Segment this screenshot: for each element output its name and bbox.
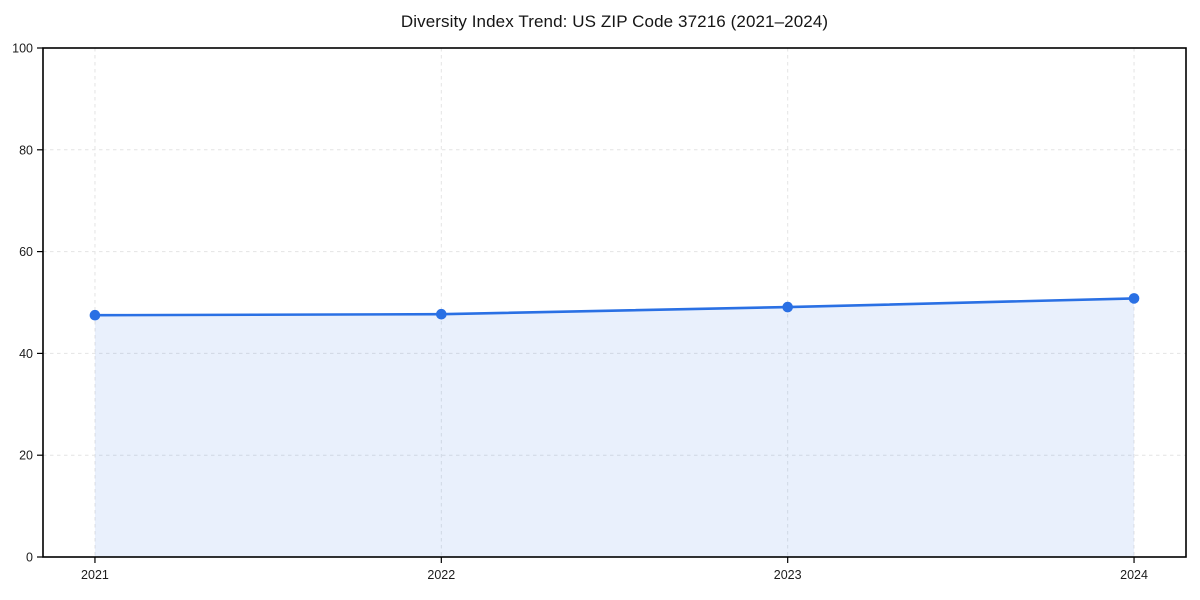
x-tick-label: 2022 (427, 568, 455, 582)
trend-line (93, 297, 1136, 317)
x-tick-label: 2021 (81, 568, 109, 582)
y-tick-label: 100 (12, 42, 33, 56)
y-tick-label: 80 (19, 143, 33, 157)
y-tick-label: 40 (19, 347, 33, 361)
area-fill (94, 298, 1135, 557)
x-tick-label: 2024 (1120, 568, 1148, 582)
x-tick-label: 2023 (774, 568, 802, 582)
data-point-2021 (89, 309, 101, 321)
data-point-2023 (782, 301, 793, 313)
chart-title: Diversity Index Trend: US ZIP Code 37216… (400, 12, 829, 31)
y-tick-label: 0 (26, 551, 33, 565)
data-point-2022 (436, 308, 447, 320)
data-point-2024 (1128, 293, 1140, 304)
plot-border (42, 47, 1187, 558)
y-tick-label: 60 (19, 245, 33, 259)
y-tick-label: 20 (19, 449, 33, 463)
